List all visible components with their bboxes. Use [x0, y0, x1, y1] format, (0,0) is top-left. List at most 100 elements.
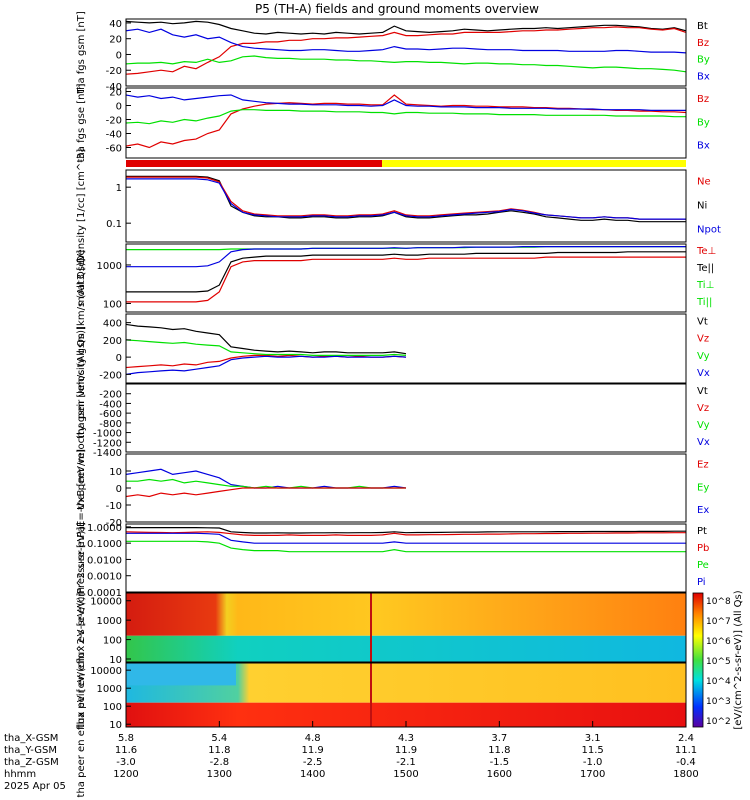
- y-axis-label: Pressure [nPa]: [76, 522, 87, 594]
- y-axis-label: E=-VxB [mV/m]: [76, 449, 87, 527]
- y-tick-label: 100: [103, 702, 122, 713]
- y-tick-label: -40: [106, 130, 122, 141]
- panel-density: 1 0.1 Density [1/cc] [cm^-3] Ne Ni Npot: [76, 149, 721, 263]
- series-density-Ni: [126, 175, 686, 223]
- footer-value: -3.0: [116, 757, 136, 768]
- legend-peer-velocity-Vy: Vy: [697, 420, 710, 431]
- y-axis-label: tha peir en eflux eV [eV/(cm^2-s-sr-eV)]: [76, 527, 87, 729]
- legend-temperature-Te: Te⊥: [696, 246, 716, 257]
- footer-value: 11.8: [208, 745, 230, 756]
- series-fgs-gse-Bz: [125, 94, 687, 149]
- legend-peer-velocity-Vz: Vz: [697, 403, 709, 414]
- y-tick-label: -20: [106, 66, 122, 77]
- series-pressure-Pi: [126, 532, 686, 544]
- footer-value: -2.8: [210, 757, 230, 768]
- legend-peer-velocity-Vt: Vt: [697, 386, 708, 397]
- status-bar-red: [126, 160, 382, 167]
- x-tick-label: 1800: [673, 769, 698, 780]
- y-tick-label: 0: [116, 484, 122, 495]
- y-tick-label: 0: [116, 102, 122, 113]
- series-pressure-Pt: [126, 527, 686, 534]
- y-tick-label: -20: [106, 518, 122, 529]
- y-tick-label: -1400: [93, 448, 122, 459]
- colorbar-tick-label: 10^3: [706, 697, 731, 707]
- y-tick-label: 20: [109, 88, 122, 99]
- legend-fgs-gsm-Bx: Bx: [697, 71, 710, 82]
- series-temperature-Ti: [126, 246, 686, 268]
- legend-density-Ne: Ne: [697, 176, 711, 187]
- x-tick-label: 1500: [393, 769, 418, 780]
- series-temperature-Te: [126, 256, 686, 303]
- spectrogram-cold-region: [126, 663, 236, 686]
- legend-efield-Ex: Ex: [697, 505, 709, 516]
- y-tick-label: -1200: [93, 438, 122, 449]
- x-tick-label: 1600: [487, 769, 512, 780]
- y-tick-label: 10000: [90, 666, 122, 677]
- y-tick-label: 1.0000: [87, 523, 122, 534]
- y-tick-label: 100: [103, 299, 122, 310]
- y-tick-label: 1000: [97, 684, 122, 695]
- series-pressure-Pe: [126, 540, 686, 553]
- footer-label: tha_X-GSM: [4, 733, 58, 744]
- y-axis-label: tha peir velocity gsm [km/s (All Qs)]: [76, 258, 87, 439]
- footer-label: tha_Z-GSM: [4, 757, 59, 768]
- panel-peir-velocity: 400 200 0 -200 tha peir velocity gsm [km/s (…: [76, 258, 710, 439]
- series-peir-velocity-Vy: [125, 339, 407, 356]
- panel-frame: [125, 383, 687, 453]
- legend-density-Ni: Ni: [697, 200, 707, 211]
- legend-efield-Ez: Ez: [697, 460, 709, 471]
- colorbar-tick-label: 10^4: [706, 677, 731, 687]
- legend-peir-velocity-Vz: Vz: [697, 334, 709, 345]
- y-tick-label: -800: [99, 419, 122, 430]
- colorbar-label: [eV/(cm^2-s-sr-eV)] (All Qs): [733, 590, 744, 729]
- footer-value: 5.4: [211, 733, 227, 744]
- panel-fgs-gse: 20 0 -20 -40 -60 tha fgs gse [nT] Bz By Bx: [76, 83, 710, 162]
- y-axis-label: tha fgs gse [nT]: [76, 83, 87, 162]
- footer-value: 11.1: [675, 745, 697, 756]
- y-axis-label: Density [1/cc] [cm^-3]: [76, 149, 87, 263]
- footer-value: 3.7: [491, 733, 507, 744]
- panel-fgs-gsm: 40 20 0 -20 -40 tha fgs gsm [nT] Bt Bz By Bx: [76, 11, 710, 94]
- y-tick-label: -60: [106, 144, 122, 155]
- y-tick-label: 1000: [97, 261, 122, 272]
- y-tick-label: 0.0010: [87, 572, 122, 583]
- panel-frame: [125, 87, 687, 159]
- footer-value: 3.1: [585, 733, 601, 744]
- y-tick-label: 200: [103, 336, 122, 347]
- chart-title: P5 (TH-A) fields and ground moments over…: [255, 2, 539, 16]
- colorbar-tick-label: 10^7: [706, 617, 731, 627]
- legend-temperature-Ti: Ti||: [696, 297, 712, 308]
- legend-pressure-Pi: Pi: [697, 577, 706, 588]
- footer-value: 11.5: [582, 745, 604, 756]
- y-tick-label: 0: [116, 353, 122, 364]
- footer-value: -2.1: [396, 757, 416, 768]
- colorbar: [eV/(cm^2-s-sr-eV)] (All Qs) 10^8 10^7 10^…: [692, 590, 744, 730]
- series-peir-velocity-Vx: [125, 355, 407, 375]
- legend-fgs-gsm-Bt: Bt: [697, 21, 708, 32]
- panel-frame: [125, 592, 687, 663]
- legend-fgs-gsm-By: By: [697, 55, 710, 66]
- x-tick-label: 1400: [300, 769, 325, 780]
- colorbar-gradient: [692, 592, 704, 728]
- y-axis-label: tha peer velocity gsm [km/s (All Qs)]: [76, 326, 87, 510]
- y-tick-label: 10: [109, 720, 122, 731]
- legend-temperature-Ti: Ti⊥: [696, 280, 714, 291]
- y-tick-label: -200: [99, 370, 122, 381]
- legend-fgs-gse-By: By: [697, 117, 710, 128]
- y-tick-label: 10: [109, 467, 122, 478]
- legend-pressure-Pt: Pt: [697, 526, 707, 537]
- x-tick-label: 1200: [113, 769, 138, 780]
- y-tick-label: 40: [109, 19, 122, 30]
- footer-value: 11.9: [395, 745, 417, 756]
- footer-label: tha_Y-GSM: [4, 745, 57, 756]
- panel-frame: [125, 313, 687, 384]
- footer-value: 4.8: [305, 733, 321, 744]
- series-density-Ne: [126, 176, 686, 220]
- footer-value: -1.5: [490, 757, 510, 768]
- panel-temperature: 1000 100 moat3 [eV] Te⊥ Te|| Ti⊥ Ti||: [76, 243, 716, 313]
- y-tick-label: 0.0001: [87, 588, 122, 599]
- y-tick-label: 0.1000: [87, 539, 122, 550]
- series-fgs-gse-By: [125, 109, 686, 125]
